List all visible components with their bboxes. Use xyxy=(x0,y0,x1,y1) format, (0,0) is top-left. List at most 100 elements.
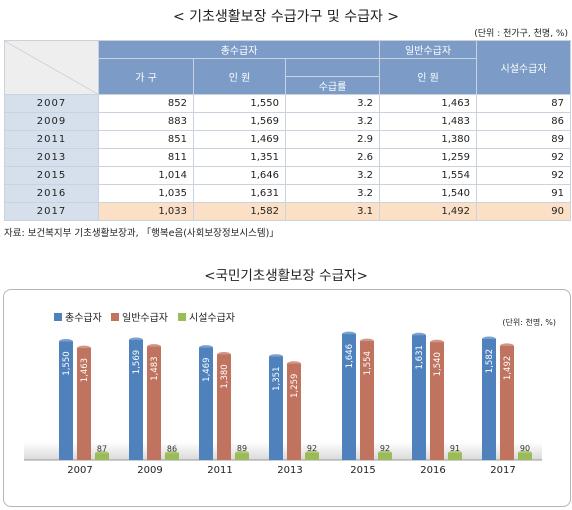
row-households: 851 xyxy=(98,130,194,149)
bar-data-label: 89 xyxy=(237,444,247,453)
row-year: 2016 xyxy=(4,184,99,203)
bar-data-label: 1,492 xyxy=(503,356,513,380)
bar-data-label: 1,380 xyxy=(220,364,230,388)
table-row: 2016 1,035 1,631 3.2 1,540 91 xyxy=(4,184,572,203)
row-households: 1,014 xyxy=(98,166,194,185)
bar xyxy=(59,341,73,460)
row-year: 2007 xyxy=(4,94,99,113)
bar-data-label: 92 xyxy=(307,444,317,453)
bar-data-label: 1,646 xyxy=(345,344,355,368)
bar-cap xyxy=(235,450,249,456)
legend-label: 총수급자 xyxy=(65,312,102,324)
row-rate: 3.2 xyxy=(284,112,381,131)
x-tick-label: 2011 xyxy=(207,465,232,476)
bar-data-label: 91 xyxy=(450,444,460,453)
bar-cap xyxy=(165,450,179,456)
row-persons: 1,550 xyxy=(193,94,286,113)
row-year: 2011 xyxy=(4,130,99,149)
bar-cap xyxy=(448,450,462,456)
row-rate: 3.2 xyxy=(284,166,381,185)
row-persons: 1,351 xyxy=(193,148,286,167)
row-general: 1,540 xyxy=(379,184,478,203)
row-general: 1,483 xyxy=(379,112,478,131)
bar-chart: 총수급자 일반수급자 시설수급자 (단위: 천명, %) 1,550 1,463 87 200… xyxy=(24,312,556,476)
bar xyxy=(378,452,392,460)
row-rate: 2.6 xyxy=(284,148,381,167)
row-facility: 92 xyxy=(476,148,572,167)
row-general: 1,380 xyxy=(379,130,478,149)
bar-cap xyxy=(482,336,496,342)
bar xyxy=(412,335,426,460)
legend-label: 시설수급자 xyxy=(189,312,235,324)
bar-cap xyxy=(430,339,444,345)
bar xyxy=(430,342,444,460)
bar xyxy=(360,341,374,460)
bar-cap xyxy=(305,450,319,456)
source-note: 자료: 보건복지부 기초생활보장과, 「행복e음(사회보장정보시스템)」 xyxy=(4,228,279,239)
header-total: 총수급자 xyxy=(97,40,381,59)
row-facility: 91 xyxy=(476,184,572,203)
table-row: 2009 883 1,569 3.2 1,483 86 xyxy=(4,112,572,131)
bar xyxy=(129,340,143,460)
bar-cap xyxy=(287,361,301,367)
table-row: 2015 1,014 1,646 3.2 1,554 92 xyxy=(4,166,572,185)
header-general: 일반수급자 xyxy=(379,40,478,59)
bar-data-label: 1,483 xyxy=(150,356,160,380)
legend-swatch xyxy=(178,313,186,321)
bar-cap xyxy=(129,337,143,343)
row-rate: 3.2 xyxy=(284,184,381,203)
bar-data-label: 1,582 xyxy=(485,349,495,373)
bar-data-label: 1,469 xyxy=(202,357,212,381)
header-general-persons: 인 원 xyxy=(379,58,478,95)
bar-cap xyxy=(360,338,374,344)
row-households: 811 xyxy=(98,148,194,167)
bar-cap xyxy=(269,354,283,360)
bar-data-label: 1,631 xyxy=(415,345,425,369)
row-households: 852 xyxy=(98,94,194,113)
row-general: 1,259 xyxy=(379,148,478,167)
table-unit-note: (단위 : 천가구, 천명, %) xyxy=(474,29,568,39)
bar-cap xyxy=(95,450,109,456)
bar xyxy=(287,363,301,460)
bar-cap xyxy=(59,338,73,344)
table-row: 2013 811 1,351 2.6 1,259 92 xyxy=(4,148,572,167)
bar xyxy=(342,334,356,460)
row-persons: 1,631 xyxy=(193,184,286,203)
row-year: 2017 xyxy=(4,202,99,221)
row-persons: 1,569 xyxy=(193,112,286,131)
data-table: 총수급자 일반수급자 시설수급자 가 구 인 원 인 원 수급률 2007 852… xyxy=(4,40,572,221)
x-tick-label: 2015 xyxy=(350,465,375,476)
chart-title: <국민기초생활보장 수급자> xyxy=(204,268,368,284)
bar xyxy=(235,453,249,460)
bar xyxy=(147,346,161,460)
bar-cap xyxy=(147,344,161,350)
x-tick-label: 2017 xyxy=(490,465,515,476)
row-persons: 1,646 xyxy=(193,166,286,185)
chart-unit-note: (단위: 천명, %) xyxy=(502,317,556,327)
legend-swatch xyxy=(54,313,62,321)
row-general: 1,554 xyxy=(379,166,478,185)
bar xyxy=(448,453,462,460)
bar-cap xyxy=(500,343,514,349)
bar xyxy=(199,347,213,460)
bar xyxy=(305,452,319,460)
row-persons: 1,469 xyxy=(193,130,286,149)
bar-cap xyxy=(378,450,392,456)
bar-data-label: 1,550 xyxy=(62,351,72,375)
row-general: 1,492 xyxy=(379,202,478,221)
chart-container: 총수급자 일반수급자 시설수급자 (단위: 천명, %) 1,550 1,463 87 200… xyxy=(3,289,571,507)
bar xyxy=(165,453,179,460)
bar-data-label: 1,569 xyxy=(132,350,142,374)
bar-cap xyxy=(77,345,91,351)
bar-data-label: 1,463 xyxy=(80,358,90,382)
table-row: 2011 851 1,469 2.9 1,380 89 xyxy=(4,130,572,149)
bar xyxy=(95,453,109,460)
bar xyxy=(217,354,231,460)
row-general: 1,463 xyxy=(379,94,478,113)
header-rate-spacer xyxy=(284,58,381,77)
row-facility: 92 xyxy=(476,166,572,185)
header-persons: 인 원 xyxy=(193,58,286,95)
bar-data-label: 1,259 xyxy=(290,374,300,398)
bar xyxy=(77,348,91,460)
bar xyxy=(500,345,514,460)
